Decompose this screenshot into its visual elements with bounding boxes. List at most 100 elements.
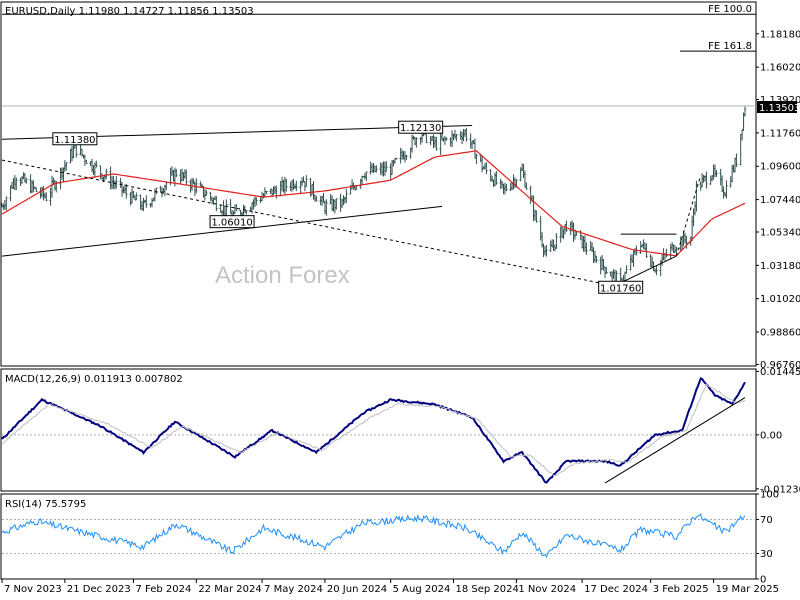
ohlc-bar xyxy=(405,154,408,161)
ohlc-bar xyxy=(595,255,598,263)
ohlc-bar xyxy=(705,171,708,189)
ohlc-bar xyxy=(325,199,328,216)
price-y-tick-label: 1.05340 xyxy=(760,228,800,239)
rsi-y-tick-label: 0 xyxy=(760,575,766,586)
ohlc-bar xyxy=(145,195,148,208)
trend-line xyxy=(1,205,443,257)
rsi-y-tick-label: 30 xyxy=(760,549,773,560)
rsi-content xyxy=(1,513,756,559)
ohlc-bar xyxy=(95,160,98,168)
fib-level-label: FE 100.0 xyxy=(708,4,752,15)
ohlc-bar xyxy=(685,235,688,249)
ohlc-bar xyxy=(315,195,318,202)
price-panel: EURUSD,Daily 1.11980 1.14727 1.11856 1.1… xyxy=(0,1,800,371)
ohlc-bar xyxy=(735,153,738,168)
ohlc-bar xyxy=(525,182,528,190)
ohlc-bar xyxy=(85,160,88,165)
ohlc-bar xyxy=(743,106,747,117)
x-tick-label: 17 Dec 2024 xyxy=(584,584,648,595)
ohlc-bar xyxy=(285,178,288,192)
ohlc-bar xyxy=(25,177,28,184)
ohlc-bar xyxy=(505,183,508,192)
ohlc-bar xyxy=(65,162,68,171)
ohlc-bar xyxy=(235,203,238,212)
ohlc-bar xyxy=(475,153,478,164)
trend-line xyxy=(620,255,677,284)
ohlc-bar xyxy=(435,136,438,151)
x-tick-label: 3 Feb 2025 xyxy=(653,584,709,595)
macd-content xyxy=(1,377,756,484)
price-y-tick-label: 1.11760 xyxy=(760,128,800,139)
pivot-label-box xyxy=(52,132,98,146)
ohlc-bar xyxy=(625,265,628,274)
price-y-tick-label: 1.09600 xyxy=(760,162,800,173)
ohlc-bar xyxy=(605,266,608,274)
price-y-tick-label: 0.96760 xyxy=(760,360,800,371)
x-tick-label: 7 Nov 2023 xyxy=(4,584,62,595)
price-y-tick-label: 1.16020 xyxy=(760,63,800,74)
ohlc-bar xyxy=(555,233,558,249)
ohlc-bar xyxy=(265,190,268,195)
ohlc-bar xyxy=(655,265,658,276)
pivot-label-text: 1.12130 xyxy=(400,123,441,134)
ohlc-bar xyxy=(5,196,8,211)
rsi-panel-title: RSI(14) 75.5795 xyxy=(5,499,86,510)
ohlc-bar xyxy=(725,180,728,199)
ohlc-bars xyxy=(0,106,747,290)
ohlc-bar xyxy=(255,197,258,206)
ohlc-bar xyxy=(565,220,568,232)
ohlc-bar xyxy=(35,187,38,193)
ohlc-bar xyxy=(185,169,188,186)
ohlc-bar xyxy=(105,168,108,180)
ohlc-bar xyxy=(545,245,548,257)
macd-y-tick-label: 0.00 xyxy=(760,430,782,441)
pivot-label-text: 1.01760 xyxy=(600,283,641,294)
price-tag: 1.13503 xyxy=(757,101,800,114)
macd-signal-line xyxy=(1,382,746,477)
x-tick-label: 7 Feb 2024 xyxy=(135,584,191,595)
price-y-tick-label: 1.13920 xyxy=(760,95,800,106)
x-axis: 7 Nov 2023 21 Dec 2023 7 Feb 2024 22 Mar 20… xyxy=(1,579,779,595)
price-tag-label: 1.13503 xyxy=(759,103,800,114)
macd-line xyxy=(1,377,746,484)
ohlc-bar xyxy=(125,183,128,199)
ohlc-bar xyxy=(445,137,448,141)
price-y-axis: 1.18180 1.16020 1.13920 1.11760 1.09600 1.074… xyxy=(756,29,800,371)
ohlc-bar xyxy=(205,189,208,196)
pivot-label: 1.12130 xyxy=(398,120,444,134)
ohlc-bar xyxy=(365,171,368,181)
ohlc-bar xyxy=(535,210,538,223)
ohlc-bar xyxy=(695,180,698,212)
watermark: Action Forex xyxy=(215,262,350,289)
moving-average-line xyxy=(1,150,746,257)
rsi-panel: RSI(14) 75.5795 100 70 30 0 xyxy=(0,490,779,586)
macd-y-tick-label: 0.014459 xyxy=(760,367,800,378)
price-y-tick-label: 1.01020 xyxy=(760,294,800,305)
ohlc-bar xyxy=(375,165,378,173)
ohlc-bar xyxy=(465,127,468,142)
x-tick-label: 5 Aug 2024 xyxy=(393,584,451,595)
pivot-label-box xyxy=(598,280,644,294)
ohlc-bar xyxy=(385,161,388,172)
macd-y-axis: 0.014459 0.00 -0.012303 xyxy=(756,367,800,495)
price-y-tick-label: 1.07440 xyxy=(760,195,800,206)
pivot-label-text: 1.11380 xyxy=(54,135,95,146)
pivot-label: 1.01760 xyxy=(598,280,644,294)
x-tick-label: 20 Jun 2024 xyxy=(327,584,387,595)
price-y-tick-label: 0.98860 xyxy=(760,328,800,339)
macd-trend-line xyxy=(604,397,746,484)
x-tick-label: 19 Mar 2025 xyxy=(716,584,779,595)
price-panel-title: EURUSD,Daily 1.11980 1.14727 1.11856 1.1… xyxy=(5,6,254,17)
ohlc-bar xyxy=(165,181,168,191)
ohlc-bar xyxy=(345,188,348,204)
price-y-tick-label: 1.18180 xyxy=(760,29,800,40)
pivot-label: 1.06010 xyxy=(209,215,255,229)
pivot-label-box xyxy=(209,215,255,229)
ohlc-bar xyxy=(135,192,138,201)
ohlc-bar xyxy=(495,170,498,185)
ohlc-bar xyxy=(175,168,178,178)
rsi-y-axis: 100 70 30 0 xyxy=(756,490,779,586)
pivot-label-text: 1.06010 xyxy=(211,218,252,229)
ohlc-bar xyxy=(415,137,418,148)
